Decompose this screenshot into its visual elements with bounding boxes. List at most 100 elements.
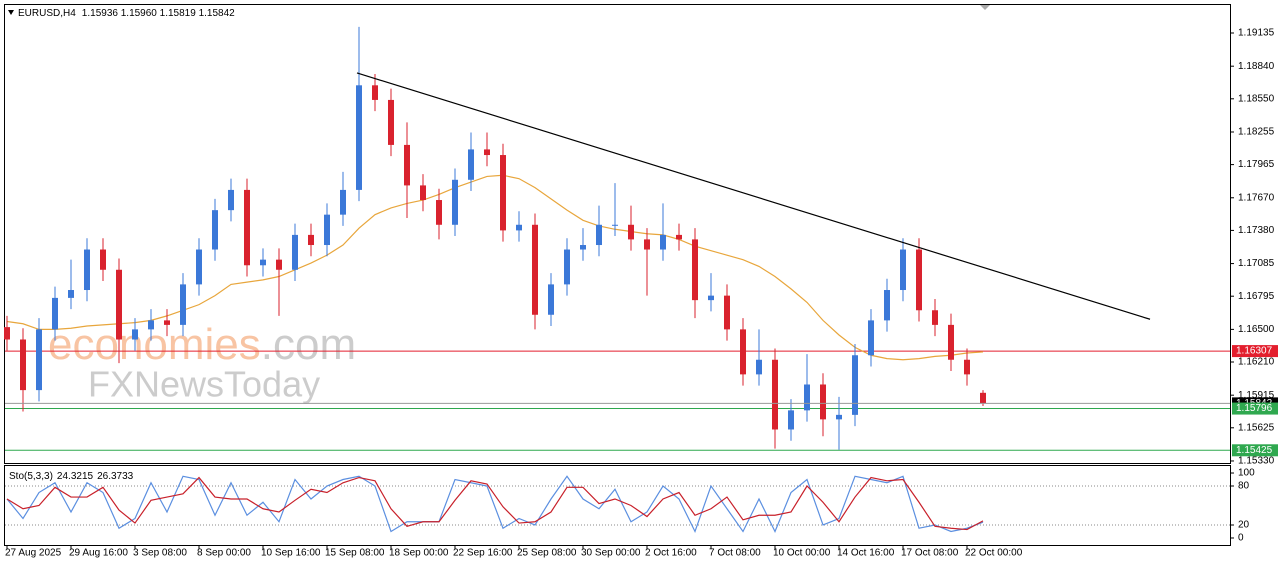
y-tick-label: 1.17380 (1238, 225, 1275, 236)
candle-body (628, 224, 634, 240)
oscillator-label: Sto(5,3,3) 24.3215 26.3733 (9, 471, 134, 482)
x-tick-label: 8 Sep 00:00 (197, 548, 251, 559)
level-box (1232, 402, 1278, 415)
watermark-part: .com (261, 320, 356, 369)
y-tick-label: 1.18840 (1238, 61, 1275, 72)
candle-body (916, 249, 922, 311)
x-tick-label: 17 Oct 08:00 (901, 548, 959, 559)
candle-body (548, 284, 554, 315)
candle-body (980, 392, 986, 404)
candle-body (724, 295, 730, 330)
candle-body (4, 327, 10, 340)
candle-body (532, 224, 538, 315)
ohlc: 1.15936 1.15960 1.15819 1.15842 (82, 8, 235, 19)
candle-body (708, 295, 714, 301)
level-label: 1.16307 (1236, 346, 1273, 357)
candle-body (180, 284, 186, 325)
candle-body (756, 359, 762, 375)
candle-body (468, 149, 474, 180)
candle-body (308, 234, 314, 246)
candle-body (660, 234, 666, 250)
candle-body (148, 320, 154, 330)
candle-body (964, 359, 970, 375)
candle-body (932, 310, 938, 325)
candle-body (132, 329, 138, 340)
candle-body (20, 339, 26, 391)
y-tick-label: 1.17670 (1238, 192, 1275, 203)
x-tick-label: 14 Oct 16:00 (837, 548, 895, 559)
x-tick-label: 15 Sep 08:00 (325, 548, 385, 559)
main-panel (4, 4, 1231, 464)
candle-body (772, 359, 778, 430)
y-tick-label: 1.18550 (1238, 93, 1275, 104)
candle-body (484, 149, 490, 156)
candle-body (388, 99, 394, 145)
x-tick-label: 22 Oct 00:00 (965, 548, 1023, 559)
y-tick-label: 1.17965 (1238, 159, 1275, 170)
candle-body (852, 355, 858, 415)
line-series (6, 174, 984, 361)
candle-body (244, 189, 250, 266)
candle-body (116, 269, 122, 340)
y-tick-label: 80 (1238, 481, 1250, 492)
candle-body (948, 324, 954, 360)
y-tick-label: 100 (1238, 468, 1255, 479)
y-tick-label: 1.19135 (1238, 28, 1275, 39)
candle-body (612, 224, 618, 226)
x-tick-label: 22 Sep 16:00 (453, 548, 513, 559)
y-tick-label: 1.15915 (1238, 390, 1275, 401)
candle-body (340, 189, 346, 215)
candle-body (580, 245, 586, 250)
y-tick-label: 1.15330 (1238, 456, 1275, 467)
candle-body (692, 239, 698, 301)
x-tick-label: 27 Aug 2025 (5, 548, 62, 559)
symbol: EURUSD,H4 (18, 8, 76, 19)
y-tick-label: 1.15625 (1238, 422, 1275, 433)
x-tick-label: 7 Oct 08:00 (709, 548, 761, 559)
y-tick-label: 20 (1238, 520, 1250, 531)
chart-header: EURUSD,H4 1.15936 1.15960 1.15819 1.15842 (18, 8, 235, 19)
candle-body (820, 384, 826, 420)
candle-body (500, 155, 506, 231)
candle-body (564, 249, 570, 285)
line-series (6, 476, 984, 531)
candle-body (36, 329, 42, 391)
level-label: 1.15796 (1236, 403, 1273, 414)
shift-marker (980, 5, 990, 10)
y-tick-label: 1.16500 (1238, 324, 1275, 335)
candle-body (324, 214, 330, 246)
candle-body (644, 239, 650, 250)
candle-body (100, 249, 106, 270)
oscillator-panel (4, 465, 1231, 546)
candle-body (228, 189, 234, 211)
candle-body (900, 249, 906, 291)
candle-body (868, 320, 874, 356)
candle-body (260, 259, 266, 266)
level-label: 1.15425 (1236, 445, 1273, 456)
x-tick-label: 30 Sep 00:00 (581, 548, 641, 559)
candle-body (452, 179, 458, 225)
x-tick-label: 10 Oct 00:00 (773, 548, 831, 559)
level-box (1232, 444, 1278, 457)
candle-body (196, 249, 202, 285)
x-tick-label: 2 Oct 16:00 (645, 548, 697, 559)
candle-body (276, 259, 282, 270)
watermark-part: economies (48, 320, 261, 369)
trendline (356, 72, 1151, 320)
x-tick-label: 18 Sep 00:00 (389, 548, 449, 559)
candle-body (404, 144, 410, 186)
oscillator-name: Sto(5,3,3) (9, 471, 53, 482)
x-tick-label: 29 Aug 16:00 (69, 548, 128, 559)
x-tick-label: 25 Sep 08:00 (517, 548, 577, 559)
x-tick-label: 10 Sep 16:00 (261, 548, 321, 559)
candle-body (212, 210, 218, 250)
candle-body (84, 249, 90, 291)
y-tick-label: 1.18255 (1238, 127, 1275, 138)
d-value: 26.3733 (97, 471, 134, 482)
line-series (6, 475, 984, 534)
y-tick-label: 0 (1238, 533, 1244, 544)
candle-body (516, 224, 522, 231)
